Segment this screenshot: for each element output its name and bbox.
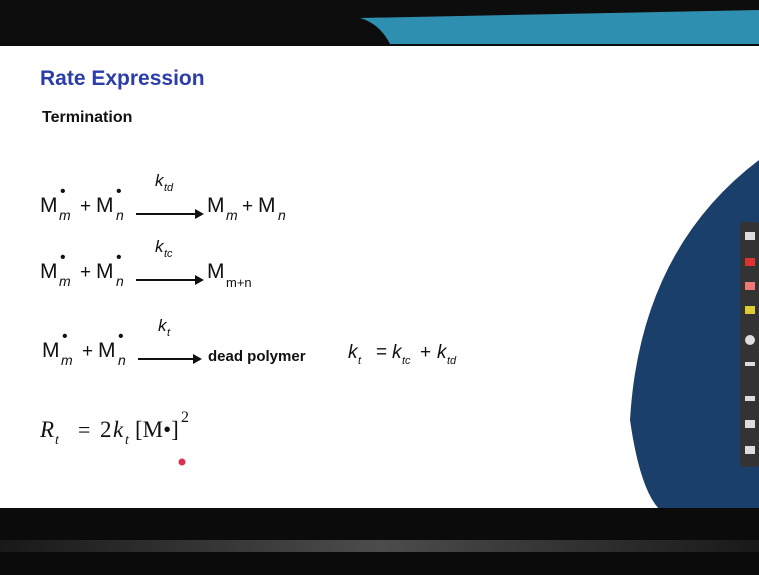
- subscript: n: [116, 274, 124, 288]
- subscript: td: [447, 356, 456, 367]
- slide-screenshot: Rate Expression Termination M • m + M • …: [0, 0, 759, 575]
- symbol: M: [207, 195, 225, 216]
- rate-constant: k: [158, 317, 167, 334]
- arrow: [136, 279, 202, 281]
- subscript: tc: [164, 249, 173, 260]
- subscript: m: [61, 353, 73, 367]
- subtitle: Termination: [42, 110, 132, 126]
- symbol: M: [98, 340, 116, 361]
- symbol: k: [113, 418, 123, 441]
- symbol: M: [258, 195, 276, 216]
- subscript: n: [118, 353, 126, 367]
- symbol: k: [392, 343, 402, 362]
- subscript: t: [125, 434, 129, 448]
- subscript: t: [167, 328, 170, 339]
- operator: +: [420, 343, 431, 362]
- radical-dot: •: [118, 329, 124, 345]
- radical-dot: •: [60, 250, 66, 266]
- product: dead polymer: [208, 349, 306, 364]
- laser-pointer: [179, 459, 186, 466]
- radical-dot: •: [116, 250, 122, 266]
- operator: =: [376, 343, 387, 362]
- side-shape: [630, 160, 759, 510]
- title: Rate Expression: [40, 68, 205, 89]
- subscript: td: [164, 183, 173, 194]
- operator: +: [82, 342, 93, 361]
- radical-dot: •: [60, 184, 66, 200]
- symbol: M: [42, 340, 60, 361]
- subscript: m: [226, 208, 238, 222]
- subscript: t: [55, 434, 59, 448]
- symbol: k: [348, 343, 358, 362]
- symbol: M: [40, 195, 58, 216]
- symbol: M: [96, 261, 114, 282]
- rate-constant: k: [155, 238, 164, 255]
- bottom-stripe: [0, 540, 759, 552]
- operator: =: [78, 419, 90, 441]
- toolbar-icons: [745, 232, 755, 454]
- symbol: M: [96, 195, 114, 216]
- subscript: m: [59, 274, 71, 288]
- subscript: m+n: [226, 276, 252, 289]
- subscript: m: [59, 208, 71, 222]
- radical-dot: •: [62, 329, 68, 345]
- symbol: M: [207, 261, 225, 282]
- radical-dot: •: [116, 184, 122, 200]
- symbol: M: [40, 261, 58, 282]
- subscript: n: [278, 208, 286, 222]
- operator: +: [80, 197, 91, 216]
- coefficient: 2: [100, 418, 112, 441]
- subscript: n: [116, 208, 124, 222]
- subscript: t: [358, 356, 361, 367]
- arrow: [138, 358, 200, 360]
- symbol: R: [40, 418, 54, 441]
- concentration: [M•]: [135, 418, 179, 441]
- symbol: k: [437, 343, 447, 362]
- rate-constant: k: [155, 172, 164, 189]
- subscript: tc: [402, 356, 411, 367]
- operator: +: [242, 197, 253, 216]
- arrow: [136, 213, 202, 215]
- operator: +: [80, 263, 91, 282]
- superscript: 2: [181, 410, 189, 426]
